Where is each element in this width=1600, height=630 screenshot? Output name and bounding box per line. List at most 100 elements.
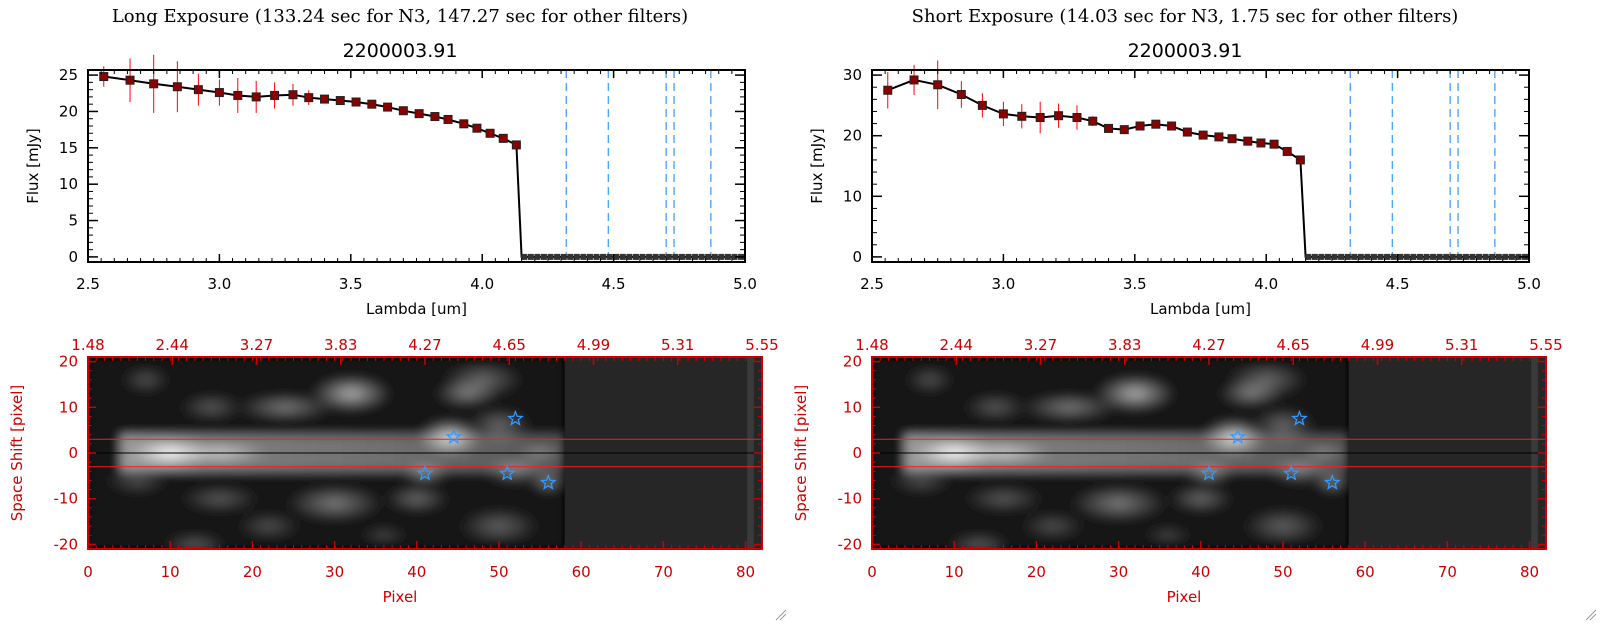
data-point-marker bbox=[367, 99, 377, 109]
y-tick-label: 10 bbox=[843, 398, 862, 416]
star-icon bbox=[1323, 473, 1341, 490]
star-icon bbox=[416, 464, 434, 481]
resize-grip-icon[interactable] bbox=[1585, 609, 1597, 621]
image-blob bbox=[178, 393, 245, 421]
y-tick-label: 15 bbox=[59, 139, 78, 157]
data-point-marker bbox=[193, 85, 203, 95]
image-blob bbox=[466, 407, 532, 444]
data-point-marker bbox=[883, 85, 893, 95]
x-tick-label: 80 bbox=[1520, 563, 1539, 581]
zero-flux-marker bbox=[1508, 253, 1515, 260]
image-blob bbox=[457, 507, 541, 545]
zero-flux-marker bbox=[1364, 253, 1371, 260]
zero-flux-marker bbox=[1331, 253, 1338, 260]
data-point-marker bbox=[1167, 121, 1177, 131]
image-field bbox=[88, 357, 565, 549]
data-point-marker bbox=[414, 109, 424, 119]
x-tick-label: 30 bbox=[1109, 563, 1128, 581]
zero-flux-marker bbox=[600, 253, 607, 260]
x-tick-label: 50 bbox=[489, 563, 508, 581]
zero-flux-marker bbox=[593, 253, 600, 260]
y-axis-label: Space Shift [pixel] bbox=[8, 385, 26, 522]
data-point-marker bbox=[1269, 139, 1279, 149]
data-point-marker bbox=[1035, 113, 1045, 123]
zero-flux-marker bbox=[652, 253, 659, 260]
star-icon bbox=[1229, 428, 1247, 445]
image-blob bbox=[888, 466, 955, 495]
y-tick-label: -20 bbox=[54, 535, 79, 553]
data-point-marker bbox=[956, 89, 966, 99]
zero-flux-marker bbox=[659, 253, 666, 260]
zero-flux-marker bbox=[1476, 253, 1483, 260]
x-tick-label: 20 bbox=[243, 563, 262, 581]
y-tick-label: 10 bbox=[843, 187, 862, 205]
zero-flux-marker bbox=[1305, 253, 1312, 260]
x-tick-label: 2.5 bbox=[76, 275, 100, 293]
image-blob bbox=[945, 533, 1012, 549]
zero-flux-marker bbox=[685, 253, 692, 260]
y-tick-label: -10 bbox=[838, 490, 863, 508]
zero-flux-marker bbox=[1324, 253, 1331, 260]
top-tick-label: 4.27 bbox=[1192, 336, 1225, 354]
data-point-marker bbox=[351, 97, 361, 107]
image-field bbox=[872, 357, 1349, 549]
image-blob bbox=[1250, 407, 1316, 444]
top-tick-label: 5.55 bbox=[1529, 336, 1562, 354]
top-tick-label: 1.48 bbox=[855, 336, 888, 354]
image-blob bbox=[235, 393, 335, 421]
zero-flux-marker bbox=[573, 253, 580, 260]
x-tick-label: 50 bbox=[1273, 563, 1292, 581]
zero-flux-marker bbox=[632, 253, 639, 260]
image-blob bbox=[178, 485, 261, 513]
top-tick-label: 4.65 bbox=[493, 336, 526, 354]
image-blob bbox=[1167, 485, 1234, 513]
zero-flux-marker bbox=[1462, 253, 1469, 260]
zero-flux-marker bbox=[1443, 253, 1450, 260]
x-tick-label: 80 bbox=[736, 563, 755, 581]
x-tick-label: 70 bbox=[654, 563, 673, 581]
zero-flux-marker bbox=[1436, 253, 1443, 260]
data-point-marker bbox=[1072, 113, 1082, 123]
plot-frame bbox=[87, 69, 746, 263]
data-point-marker bbox=[270, 90, 280, 100]
zero-flux-marker bbox=[1456, 253, 1463, 260]
data-point-marker bbox=[1104, 123, 1114, 133]
data-point-marker bbox=[214, 88, 224, 98]
zero-flux-marker bbox=[613, 253, 620, 260]
top-tick-label: 3.83 bbox=[324, 336, 357, 354]
x-tick-label: 3.5 bbox=[1123, 275, 1147, 293]
data-point-marker bbox=[485, 128, 495, 138]
data-point-marker bbox=[909, 75, 919, 85]
zero-flux-marker bbox=[1469, 253, 1476, 260]
top-tick-label: 3.27 bbox=[240, 336, 273, 354]
x-tick-label: 5.0 bbox=[1517, 275, 1541, 293]
image-blob bbox=[441, 361, 524, 399]
zero-flux-marker bbox=[521, 253, 528, 260]
x-tick-label: 10 bbox=[945, 563, 964, 581]
zero-flux-marker bbox=[1423, 253, 1430, 260]
data-point-marker bbox=[1214, 132, 1224, 142]
zero-flux-marker bbox=[711, 253, 718, 260]
zero-flux-marker bbox=[606, 253, 613, 260]
zero-flux-marker bbox=[580, 253, 587, 260]
image-blob bbox=[1143, 526, 1193, 545]
x-axis-label: Pixel bbox=[383, 588, 418, 606]
zero-flux-marker bbox=[1377, 253, 1384, 260]
zero-flux-marker bbox=[560, 253, 567, 260]
star-icon bbox=[498, 464, 516, 481]
flux-series-line bbox=[103, 75, 745, 258]
data-point-marker bbox=[1295, 155, 1305, 165]
zero-flux-marker bbox=[698, 253, 705, 260]
zero-flux-marker bbox=[554, 253, 561, 260]
data-point-marker bbox=[149, 79, 159, 89]
zero-flux-marker bbox=[1311, 253, 1318, 260]
resize-grip-icon[interactable] bbox=[775, 609, 787, 621]
top-tick-label: 3.27 bbox=[1024, 336, 1057, 354]
image-blob bbox=[383, 485, 450, 513]
x-tick-label: 2.5 bbox=[860, 275, 884, 293]
zero-flux-marker bbox=[1515, 253, 1522, 260]
top-tick-label: 4.99 bbox=[1361, 336, 1394, 354]
zero-flux-marker bbox=[639, 253, 646, 260]
y-tick-label: 10 bbox=[59, 398, 78, 416]
